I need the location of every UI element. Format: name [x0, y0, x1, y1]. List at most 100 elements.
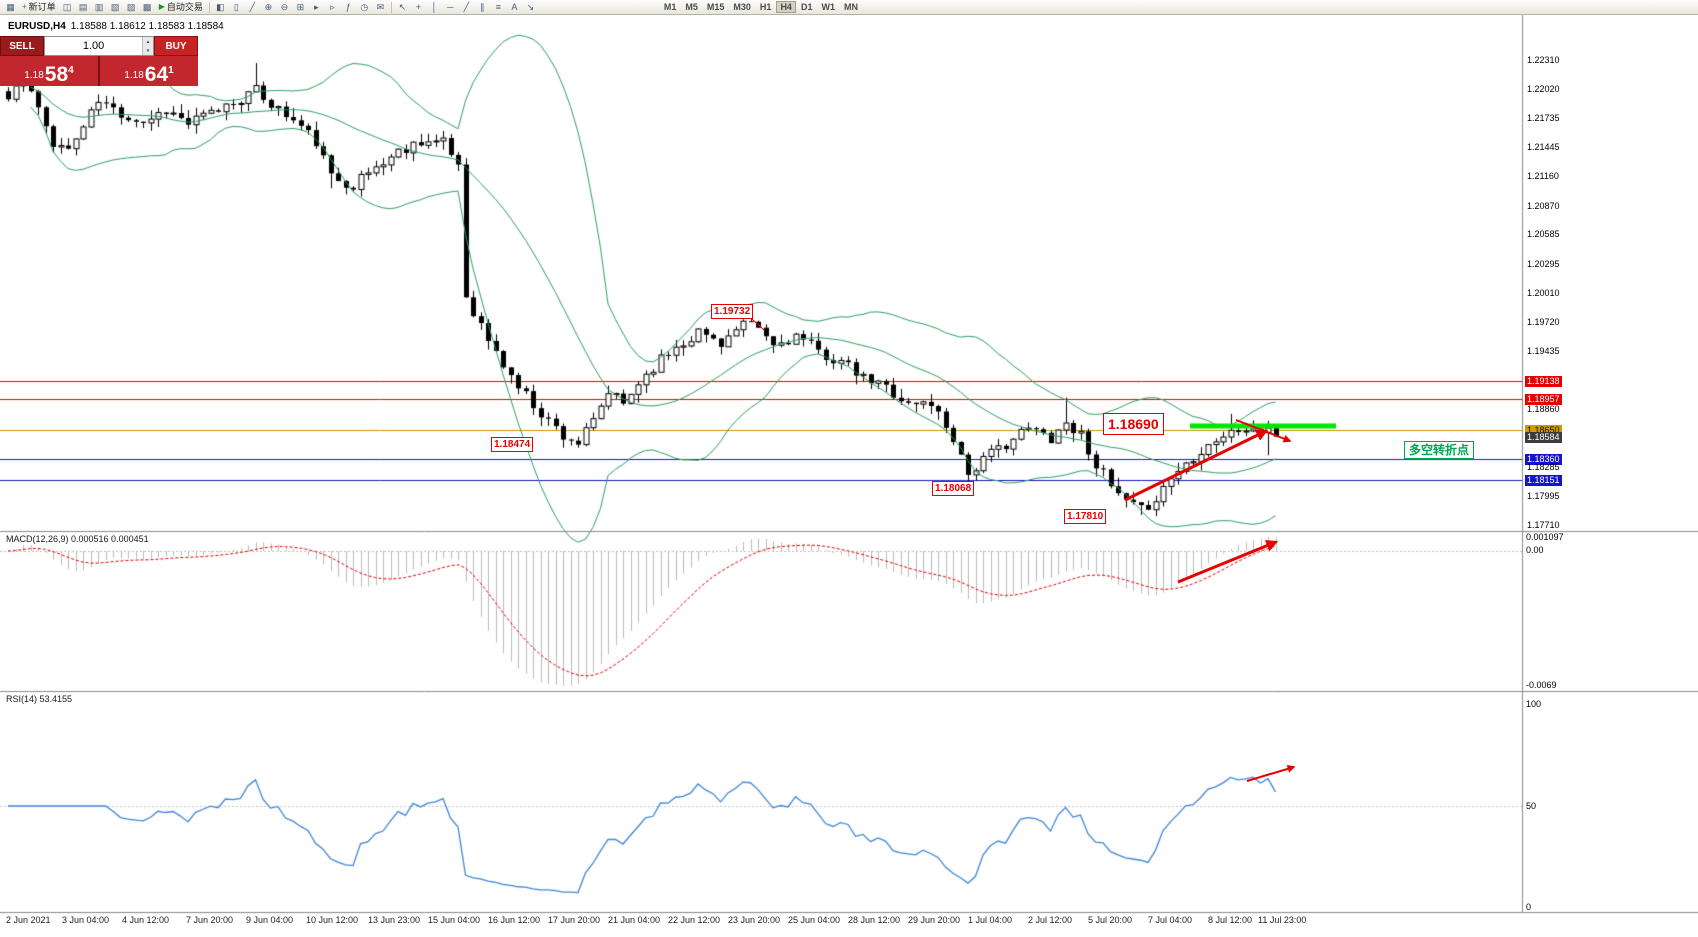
price-annotation-label[interactable]: 1.18474	[491, 437, 534, 452]
time-label: 15 Jun 04:00	[428, 915, 481, 925]
cursor-icon[interactable]: ↖	[395, 1, 410, 13]
buy-price-button[interactable]: 1.18 641	[100, 56, 198, 86]
price-scale-label: 1.18360	[1525, 454, 1562, 465]
fibonacci-icon[interactable]: ≡	[491, 1, 506, 13]
price-scale-label: 1.22020	[1527, 84, 1560, 94]
time-label: 29 Jun 20:00	[908, 915, 961, 925]
data-window-icon[interactable]: ▥	[92, 1, 107, 13]
indicators-icon[interactable]: ƒ	[341, 1, 356, 13]
candlestick-chart-icon[interactable]: ▯	[229, 1, 244, 13]
volume-spinner: ▴ ▾	[142, 37, 153, 55]
time-label: 11 Jul 23:00	[1258, 915, 1307, 925]
price-scale-label: 1.17995	[1527, 491, 1560, 501]
timeframe-MN[interactable]: MN	[840, 1, 862, 13]
price-scale-label: 1.18151	[1525, 475, 1562, 486]
time-label: 13 Jun 23:00	[368, 915, 421, 925]
time-label: 4 Jun 12:00	[122, 915, 170, 925]
buy-button[interactable]: BUY	[154, 36, 198, 56]
time-label: 8 Jul 12:00	[1208, 915, 1253, 925]
timeframe-W1[interactable]: W1	[817, 1, 839, 13]
line-chart-icon[interactable]: ╱	[245, 1, 260, 13]
rsi-scale-50: 50	[1526, 801, 1537, 811]
channel-icon[interactable]: ∥	[475, 1, 490, 13]
volume-up-button[interactable]: ▴	[143, 37, 153, 46]
price-scale-label: 1.22310	[1527, 55, 1560, 65]
price-scale-label: 1.17710	[1527, 520, 1560, 530]
strategy-tester-icon[interactable]: ▩	[140, 1, 155, 13]
autotrading-button[interactable]: ▶ 自动交易	[156, 1, 206, 13]
volume-input[interactable]	[45, 37, 143, 55]
horizontal-line-icon[interactable]: ─	[443, 1, 458, 13]
vertical-line-icon[interactable]: │	[427, 1, 442, 13]
price-scale-label: 1.21160	[1527, 171, 1559, 181]
toolbar-separator	[208, 1, 210, 13]
macd-scale-max: 0.001097	[1526, 532, 1564, 542]
turning-point-label[interactable]: 多空转折点	[1404, 441, 1475, 459]
trendline-icon[interactable]: ╱	[459, 1, 474, 13]
navigator-icon[interactable]: ▧	[108, 1, 123, 13]
price-scale-label: 1.18285	[1527, 462, 1560, 472]
rsi-indicator-label: RSI(14) 53.4155	[6, 694, 73, 704]
tile-windows-icon[interactable]: ⊞	[293, 1, 308, 13]
arrows-icon[interactable]: ↘	[523, 1, 538, 13]
price-scale-label: 1.20585	[1527, 229, 1560, 239]
price-scale-label: 1.20870	[1527, 201, 1560, 211]
timeframe-D1[interactable]: D1	[797, 1, 817, 13]
price-scale-label: 1.18860	[1527, 404, 1560, 414]
toolbar-separator	[390, 1, 392, 13]
autotrading-icon: ▶	[158, 2, 165, 11]
periods-icon[interactable]: ◷	[357, 1, 372, 13]
time-label: 25 Jun 04:00	[788, 915, 841, 925]
price-annotation-label[interactable]: 1.17810	[1064, 509, 1107, 524]
crosshair-icon[interactable]: +	[411, 1, 426, 13]
chart-shift-icon[interactable]: ▹	[325, 1, 340, 13]
timeframe-M5[interactable]: M5	[681, 1, 702, 13]
time-label: 3 Jun 04:00	[62, 915, 110, 925]
time-label: 10 Jun 12:00	[306, 915, 359, 925]
price-annotation-label[interactable]: 1.19732	[711, 304, 754, 319]
templates-icon[interactable]: ✉	[373, 1, 388, 13]
zoom-out-icon[interactable]: ⊖	[277, 1, 292, 13]
time-label: 21 Jun 04:00	[608, 915, 661, 925]
time-label: 2 Jun 2021	[6, 915, 51, 925]
timeframe-H1[interactable]: H1	[756, 1, 776, 13]
price-annotation-label[interactable]: 1.18690	[1103, 413, 1164, 435]
terminal-icon[interactable]: ▨	[124, 1, 139, 13]
time-label: 28 Jun 12:00	[848, 915, 901, 925]
price-scale-label: 1.18650	[1525, 425, 1562, 436]
volume-down-button[interactable]: ▾	[143, 46, 153, 55]
price-scale-label: 1.19435	[1527, 346, 1560, 356]
price-scale-label: 1.19138	[1525, 376, 1562, 387]
sell-button[interactable]: SELL	[0, 36, 44, 56]
time-label: 22 Jun 12:00	[668, 915, 721, 925]
price-scale-label: 1.21735	[1527, 113, 1560, 123]
new-order-button[interactable]: + 新订单	[19, 1, 59, 13]
time-label: 16 Jun 12:00	[488, 915, 541, 925]
bar-chart-icon[interactable]: ◧	[213, 1, 228, 13]
timeframe-M15[interactable]: M15	[703, 1, 729, 13]
price-annotation-label[interactable]: 1.18068	[932, 481, 975, 496]
price-scale-label: 1.19720	[1527, 317, 1560, 327]
auto-scroll-icon[interactable]: ▸	[309, 1, 324, 13]
one-click-trading-panel: SELL ▴ ▾ BUY 1.18 584 1.18 641	[0, 36, 198, 86]
market-watch-icon[interactable]: ▤	[76, 1, 91, 13]
timeframe-M30[interactable]: M30	[729, 1, 755, 13]
price-scale-label: 1.18957	[1525, 394, 1562, 405]
timeframe-M1[interactable]: M1	[660, 1, 681, 13]
new-chart-icon[interactable]: ▦	[3, 1, 18, 13]
price-scale-label: 1.20010	[1527, 288, 1560, 298]
rsi-scale-100: 100	[1526, 699, 1542, 709]
symbol-name: EURUSD,H4	[8, 21, 66, 32]
timeframe-H4[interactable]: H4	[776, 1, 796, 13]
price-scale-label: 1.20295	[1527, 259, 1560, 269]
sell-price-button[interactable]: 1.18 584	[0, 56, 100, 86]
text-icon[interactable]: A	[507, 1, 522, 13]
zoom-in-icon[interactable]: ⊕	[261, 1, 276, 13]
current-price-label: 1.18584	[1525, 432, 1562, 443]
price-scale-label: 1.21445	[1527, 142, 1560, 152]
profiles-icon[interactable]: ◫	[60, 1, 75, 13]
new-order-icon: +	[22, 2, 27, 11]
time-label: 2 Jul 12:00	[1028, 915, 1073, 925]
